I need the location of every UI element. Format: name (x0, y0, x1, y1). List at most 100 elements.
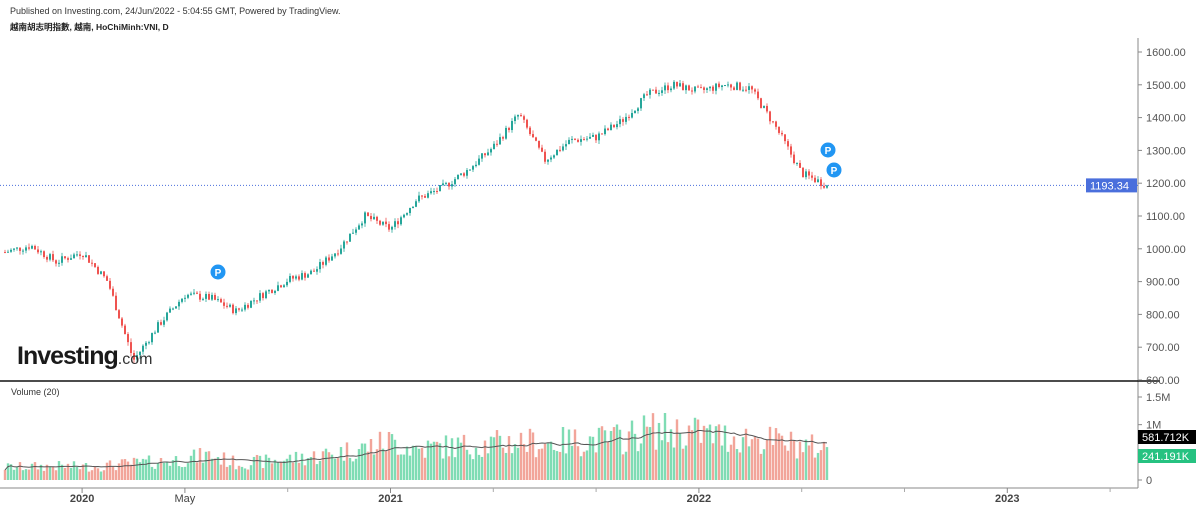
volume-bar (495, 430, 499, 480)
candle-body (46, 256, 48, 260)
volume-bar (807, 445, 811, 480)
volume-bar (228, 465, 232, 480)
volume-bar (366, 451, 370, 480)
volume-bar (204, 451, 208, 480)
candle-body (220, 299, 222, 303)
candle-body (466, 170, 468, 176)
volume-bar (282, 460, 286, 480)
marker-label: P (825, 146, 832, 157)
candle-body (145, 342, 147, 346)
volume-bar (426, 440, 430, 480)
candle-body (106, 276, 108, 281)
candle-body (310, 270, 312, 275)
candle-body (727, 84, 729, 86)
candle-body (772, 121, 774, 123)
volume-bar (159, 458, 163, 480)
volume-bar (606, 441, 610, 480)
volume-bar (252, 456, 256, 480)
y-tick-label: 1500.00 (1146, 80, 1186, 92)
volume-bar (399, 454, 403, 480)
candle-body (661, 90, 663, 93)
volume-bar (540, 448, 544, 480)
volume-bar (699, 442, 703, 480)
candle-body (352, 232, 354, 234)
candle-body (280, 285, 282, 288)
volume-bar (735, 449, 739, 480)
volume-bar (216, 457, 220, 480)
candle-body (172, 308, 174, 310)
candle-body (631, 113, 633, 118)
volume-bar (42, 470, 46, 480)
volume-bar (651, 413, 655, 480)
candle-body (766, 105, 768, 112)
candle-body (307, 274, 309, 278)
candle-body (208, 293, 210, 300)
candle-body (361, 223, 363, 226)
candle-body (247, 304, 249, 308)
volume-bar (315, 464, 319, 480)
volume-bar (240, 466, 244, 480)
volume-bar (162, 462, 166, 480)
volume-bar (645, 426, 649, 480)
volume-bar (189, 455, 193, 480)
volume-bar (33, 462, 37, 480)
volume-bar (789, 431, 793, 480)
dividend-marker[interactable]: P (820, 142, 836, 158)
candle-body (313, 270, 315, 272)
candle-body (478, 158, 480, 165)
volume-bar (762, 449, 766, 480)
volume-bar (18, 462, 22, 480)
volume-bar (321, 451, 325, 480)
volume-bar (468, 454, 472, 480)
volume-bar (585, 450, 589, 480)
dividend-marker[interactable]: P (210, 264, 226, 280)
candle-body (610, 124, 612, 131)
candle-body (391, 226, 393, 230)
volume-bar (558, 451, 562, 480)
candle-body (646, 94, 648, 96)
candle-body (697, 86, 699, 88)
volume-bar (429, 443, 433, 480)
candle-body (142, 345, 144, 352)
volume-bar (339, 447, 343, 480)
volume-ma-line (4, 430, 828, 471)
candle-body (244, 304, 246, 310)
volume-bar (168, 465, 172, 480)
candle-body (400, 217, 402, 225)
volume-bar (348, 457, 352, 480)
volume-bar (480, 456, 484, 480)
candle-body (667, 85, 669, 91)
candle-body (757, 91, 759, 99)
dividend-marker[interactable]: P (826, 162, 842, 178)
volume-bar (642, 415, 646, 480)
candle-body (16, 247, 18, 249)
volume-bar (396, 454, 400, 480)
candle-body (226, 305, 228, 307)
candle-body (445, 182, 447, 184)
volume-bar (597, 427, 601, 480)
volume-bar (441, 458, 445, 480)
candle-body (502, 137, 504, 139)
y-tick-label: 1300.00 (1146, 145, 1186, 157)
candle-body (826, 185, 828, 188)
volume-bar (708, 424, 712, 480)
candle-body (178, 301, 180, 307)
volume-bar (150, 466, 154, 480)
volume-bar (273, 459, 277, 480)
volume-bar (261, 468, 265, 480)
candle-body (136, 355, 138, 360)
volume-bar (552, 449, 556, 480)
candle-body (103, 271, 105, 277)
volume-bar (630, 420, 634, 480)
volume-bar (444, 435, 448, 480)
volume-bar (144, 459, 148, 480)
volume-bar (504, 452, 508, 480)
volume-bar (279, 462, 283, 480)
volume-bar (15, 467, 19, 480)
candle-body (499, 137, 501, 145)
candle-body (664, 85, 666, 91)
volume-bar (702, 425, 706, 480)
volume-bar (522, 444, 526, 480)
volume-bar (294, 451, 298, 480)
